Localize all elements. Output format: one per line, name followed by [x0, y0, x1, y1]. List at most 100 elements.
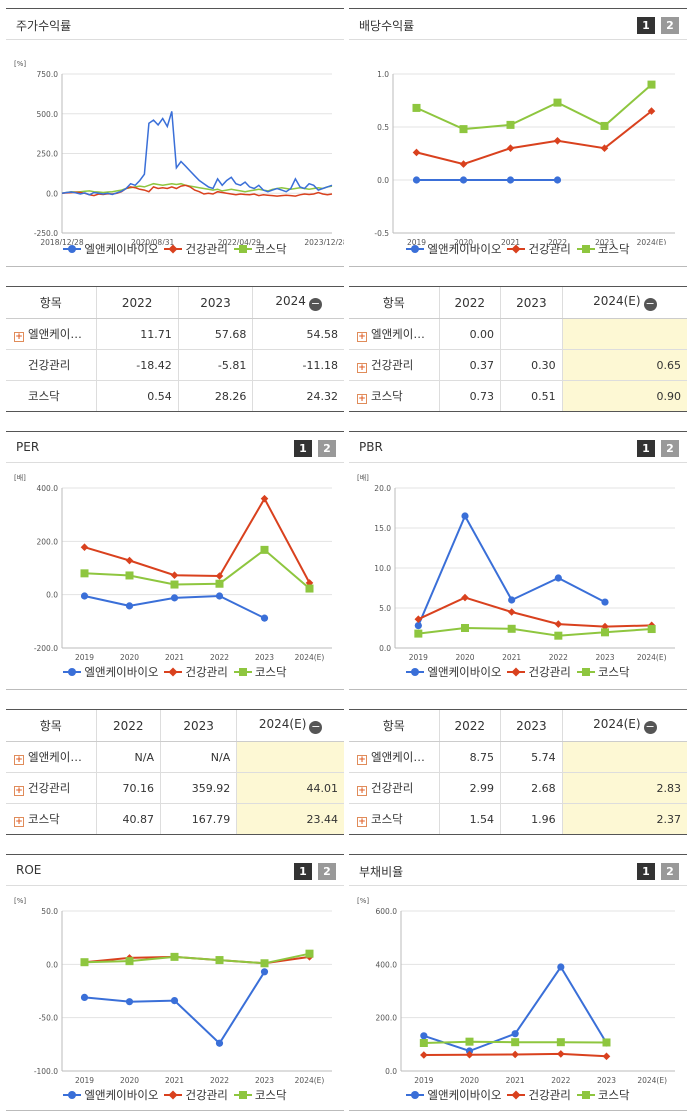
panel-roe: ROE 1 2 [%] 50.0 0.0 -50.0 -100.0 2019 2020 202…	[6, 854, 344, 1111]
row-name: + 엘앤케이…	[349, 741, 439, 773]
legend-label: 엘앤케이바이오	[84, 242, 159, 256]
expand-plus-icon[interactable]: +	[357, 363, 367, 373]
row-name: 건강관리	[6, 349, 96, 381]
data-point	[125, 957, 134, 966]
table-row: + 엘앤케이… 0.00	[349, 318, 687, 350]
legend-item[interactable]: 코스닥	[576, 664, 630, 680]
data-point	[553, 98, 562, 107]
data-point	[506, 176, 515, 184]
expand-plus-icon[interactable]: +	[14, 332, 24, 342]
legend-item[interactable]: 건강관리	[507, 664, 571, 680]
legend-item[interactable]: 엘앤케이바이오	[406, 1087, 501, 1103]
table-cell: 1.96	[500, 803, 563, 835]
collapse-icon[interactable]: −	[643, 720, 657, 734]
y-tick-label: -50.0	[39, 1014, 59, 1023]
data-point	[125, 556, 134, 565]
legend-label: 코스닥	[254, 242, 287, 256]
page-1-button[interactable]: 1	[637, 17, 655, 34]
table-cell	[236, 741, 344, 773]
page-1-button[interactable]: 1	[294, 863, 312, 880]
table-cell: -11.18	[252, 349, 344, 381]
page-2-button[interactable]: 2	[661, 863, 679, 880]
row-name: + 코스닥	[349, 380, 439, 412]
legend-item[interactable]: 코스닥	[233, 1087, 287, 1103]
page-2-button[interactable]: 2	[318, 863, 336, 880]
legend-item[interactable]: 건강관리	[507, 241, 571, 257]
y-tick-label: 10.0	[374, 564, 391, 573]
expand-plus-icon[interactable]: +	[14, 755, 24, 765]
legend-swatch-icon	[164, 244, 183, 254]
page-1-button[interactable]: 1	[637, 440, 655, 457]
legend-swatch-icon	[63, 667, 82, 677]
collapse-icon[interactable]: −	[308, 297, 322, 311]
legend-swatch-icon	[233, 1090, 252, 1100]
legend-item[interactable]: 건강관리	[164, 664, 228, 680]
x-tick-label: 2020/08/31	[131, 238, 174, 245]
table-cell: 11.71	[95, 318, 179, 350]
table-row: + 건강관리 0.37 0.30 0.65	[349, 349, 687, 381]
data-point	[305, 584, 314, 593]
x-tick-label: 2024(E)	[637, 238, 667, 245]
page-1-button[interactable]: 1	[294, 440, 312, 457]
table-cell: 40.87	[95, 803, 161, 835]
y-tick-label: 1.0	[377, 70, 389, 79]
expand-plus-icon[interactable]: +	[14, 786, 24, 796]
legend-item[interactable]: 코스닥	[233, 664, 287, 680]
legend-item[interactable]: 엘앤케이바이오	[63, 1087, 158, 1103]
table-cell	[561, 318, 687, 350]
legend-item[interactable]: 코스닥	[576, 241, 630, 257]
panel-title: PBR	[359, 440, 383, 454]
table-cell: 70.16	[95, 772, 161, 804]
x-tick-label: 2023	[595, 653, 614, 662]
legend-item[interactable]: 엘앤케이바이오	[63, 241, 158, 257]
legend-item[interactable]: 건강관리	[507, 1087, 571, 1103]
table-cell: N/A	[160, 741, 237, 773]
y-tick-label: -0.5	[374, 229, 389, 238]
expand-plus-icon[interactable]: +	[357, 332, 367, 342]
expand-plus-icon[interactable]: +	[357, 786, 367, 796]
table-cell: 1.54	[438, 803, 501, 835]
y-unit-label: [%]	[14, 897, 26, 905]
legend-label: 코스닥	[597, 1088, 630, 1102]
legend-item[interactable]: 엘앤케이바이오	[63, 664, 158, 680]
expand-plus-icon[interactable]: +	[14, 817, 24, 827]
legend-item[interactable]: 엘앤케이바이오	[406, 241, 501, 257]
page-2-button[interactable]: 2	[661, 440, 679, 457]
legend-item[interactable]: 엘앤케이바이오	[406, 664, 501, 680]
expand-plus-icon[interactable]: +	[357, 394, 367, 404]
y-tick-label: 0.0	[379, 644, 391, 653]
legend-item[interactable]: 코스닥	[233, 241, 287, 257]
data-point	[554, 631, 563, 640]
page-2-button[interactable]: 2	[661, 17, 679, 34]
legend-item[interactable]: 코스닥	[576, 1087, 630, 1103]
panel-stock-return: 주가수익률 [%] 750.0 500.0 250.0 0.0 -250.0 2018/12…	[6, 8, 344, 267]
x-tick-label: 2022/04/29	[218, 238, 261, 245]
table-header: 2024(E) −	[561, 709, 687, 742]
data-point	[647, 625, 656, 634]
data-point	[461, 512, 469, 520]
collapse-icon[interactable]: −	[643, 297, 657, 311]
data-point	[170, 997, 179, 1005]
table-header: 2023	[500, 286, 563, 319]
x-tick-label: 2019	[75, 653, 94, 662]
collapse-icon[interactable]: −	[309, 720, 323, 734]
x-tick-label: 2019	[75, 1076, 94, 1085]
per-table: 항목 2022 2023 2024(E) − + 엘앤케이… N/A N/A + 건강관리 70.16…	[6, 709, 344, 835]
y-unit-label: [%]	[357, 897, 369, 905]
y-unit-label: [%]	[14, 60, 26, 68]
table-row: + 건강관리 2.99 2.68 2.83	[349, 772, 687, 804]
page-2-button[interactable]: 2	[318, 440, 336, 457]
legend-item[interactable]: 건강관리	[164, 241, 228, 257]
legend-item[interactable]: 건강관리	[164, 1087, 228, 1103]
expand-plus-icon[interactable]: +	[357, 755, 367, 765]
page-1-button[interactable]: 1	[637, 863, 655, 880]
legend-swatch-icon	[233, 244, 252, 254]
y-tick-label: 20.0	[374, 484, 391, 493]
expand-plus-icon[interactable]: +	[357, 817, 367, 827]
row-name: + 엘앤케이…	[6, 741, 96, 773]
x-tick-label: 2024(E)	[295, 1076, 325, 1085]
table-cell: 2.83	[561, 772, 687, 804]
data-point	[80, 543, 89, 551]
x-tick-label: 2022	[549, 653, 568, 662]
y-tick-label: 0.0	[385, 1067, 397, 1076]
